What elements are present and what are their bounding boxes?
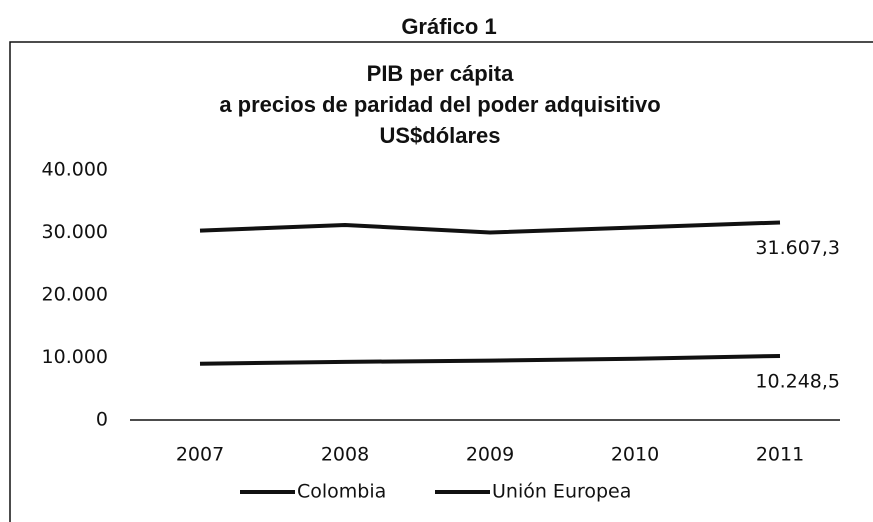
x-tick-label: 2009 [466,444,514,466]
y-tick-label: 0 [96,409,108,431]
chart-title: US$dólares [379,123,500,148]
chart-frame [9,41,873,522]
data-label: 10.248,5 [755,370,840,392]
x-tick-label: 2010 [611,444,659,466]
data-label: 31.607,3 [755,237,840,259]
x-tick-label: 2007 [176,444,224,466]
chart-title: a precios de paridad del poder adquisiti… [219,92,660,117]
chart-title: PIB per cápita [367,61,514,86]
heading: Gráfico 1 [401,14,496,39]
y-tick-label: 20.000 [42,284,108,306]
y-tick-label: 10.000 [42,346,108,368]
legend-label: Colombia [297,481,386,503]
x-tick-label: 2008 [321,444,369,466]
series-line [199,353,781,366]
y-tick-label: 30.000 [42,221,108,243]
legend-label: Unión Europea [492,481,631,503]
series-line [199,220,781,235]
x-tick-label: 2011 [756,444,804,466]
y-tick-label: 40.000 [42,159,108,181]
